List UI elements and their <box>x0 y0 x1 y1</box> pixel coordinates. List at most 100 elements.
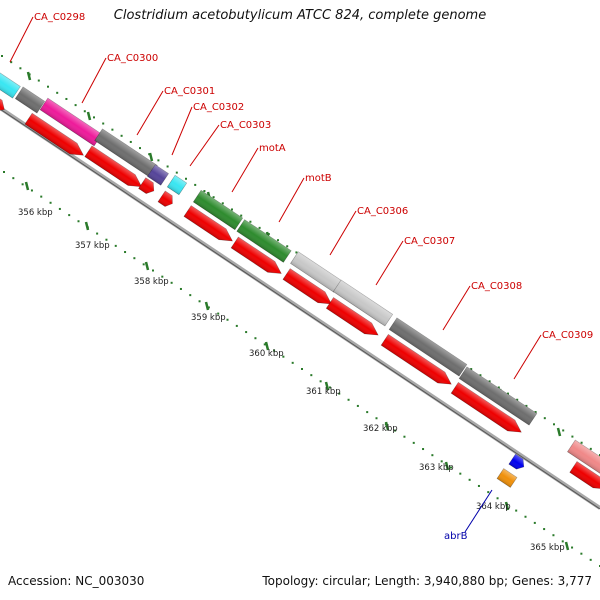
label-leader <box>329 210 357 256</box>
cds-arrow <box>157 190 173 207</box>
tick-dot <box>347 398 350 401</box>
cds-arrow <box>450 381 522 433</box>
tick-dot <box>240 214 243 217</box>
orange-feature-shade <box>497 468 517 488</box>
tick-dot <box>142 263 145 266</box>
tick-dot <box>179 287 182 290</box>
tick-dot <box>589 447 592 450</box>
cds-arrow-shade <box>231 237 282 274</box>
tick-dot <box>479 374 482 377</box>
tick-dot <box>30 189 33 192</box>
tick-dot <box>93 116 95 119</box>
cds-arrow <box>183 205 233 242</box>
upper-feature-shade <box>94 128 158 178</box>
upper-feature <box>192 189 244 231</box>
gene-label: CA_C0306 <box>357 206 408 217</box>
tick-dot <box>319 380 322 383</box>
tick-dot <box>273 349 276 352</box>
tick-dot <box>1 55 3 57</box>
upper-feature-shade <box>459 366 537 426</box>
tick-dot <box>525 404 528 407</box>
kbp-label: 356 kbp <box>18 208 53 218</box>
upper-feature <box>39 97 103 147</box>
label-leader <box>81 57 107 104</box>
label-leader <box>278 177 305 223</box>
tick-dot <box>19 67 22 70</box>
cds-arrow-shade <box>381 334 452 385</box>
upper-feature <box>332 279 394 327</box>
gene-label: CA_C0307 <box>404 236 455 247</box>
label-leader <box>9 16 34 63</box>
tick-dot <box>291 361 294 364</box>
tick-dot <box>470 368 473 371</box>
orange-feature <box>496 468 518 488</box>
cds-arrow <box>138 177 155 194</box>
kbp-label: 362 kbp <box>363 424 398 434</box>
upper-feature-shade <box>167 175 187 195</box>
upper-feature-shade <box>0 69 21 99</box>
cds-arrow-shade <box>157 190 173 207</box>
gene-label: CA_C0302 <box>193 102 244 113</box>
tick-dot <box>139 147 141 150</box>
tick-dot <box>301 368 303 370</box>
upper-feature-shade <box>40 98 102 146</box>
tick-dot <box>552 534 555 537</box>
major-tick <box>84 221 90 231</box>
upper-feature-shade <box>389 317 467 377</box>
tick-dot <box>412 441 415 444</box>
tick-dot <box>543 528 546 531</box>
tick-dot <box>571 546 574 549</box>
tick-dot <box>114 244 117 247</box>
cds-arrow-shade <box>326 297 379 336</box>
tick-dot <box>263 343 266 346</box>
tick-dot <box>295 251 298 254</box>
kbp-label: 358 kbp <box>134 277 169 287</box>
tick-dot <box>328 386 331 389</box>
label-leader <box>442 285 471 331</box>
major-tick <box>86 111 92 121</box>
label-leader <box>231 147 259 193</box>
cds-arrow-shade <box>569 461 600 490</box>
tick-dot <box>58 207 61 210</box>
tick-dot <box>589 558 592 561</box>
tick-dot <box>422 448 425 451</box>
upper-feature-shade <box>567 440 600 474</box>
tick-dot <box>212 196 215 199</box>
tick-dot <box>468 478 471 481</box>
gene-label: abrB <box>444 531 468 542</box>
label-leader <box>136 90 164 136</box>
upper-feature <box>236 219 292 263</box>
upper-feature-shade <box>290 251 342 293</box>
tick-dot <box>129 140 132 143</box>
tick-dot <box>185 177 187 180</box>
tick-dot <box>497 386 500 389</box>
gene-label: CA_C0309 <box>542 330 593 341</box>
cds-arrow-shade <box>451 382 522 433</box>
tick-dot <box>543 417 546 420</box>
tick-dot <box>166 165 169 168</box>
tick-dot <box>524 515 527 518</box>
tick-dot <box>580 552 583 555</box>
cds-arrow <box>84 145 143 188</box>
major-tick <box>24 181 30 191</box>
tick-dot <box>198 300 201 303</box>
cds-arrow-shade <box>138 177 154 194</box>
tick-dot <box>105 238 108 241</box>
tick-dot <box>203 190 206 193</box>
tick-dot <box>580 441 583 444</box>
cds-arrow <box>325 297 379 336</box>
label-leaders <box>9 16 542 533</box>
tick-dot <box>49 201 52 204</box>
tick-dot <box>120 134 123 137</box>
tick-dot <box>249 220 252 223</box>
tick-dot <box>152 269 154 272</box>
tick-dot <box>338 392 341 395</box>
upper-feature <box>567 439 600 475</box>
gene-label: CA_C0300 <box>107 53 158 64</box>
tick-dot <box>366 411 369 414</box>
tick-dot <box>102 122 105 125</box>
backbone-inner <box>0 108 600 510</box>
tick-dot <box>258 226 261 229</box>
upper-feature <box>166 174 188 196</box>
gene-label: CA_C0308 <box>471 281 522 292</box>
